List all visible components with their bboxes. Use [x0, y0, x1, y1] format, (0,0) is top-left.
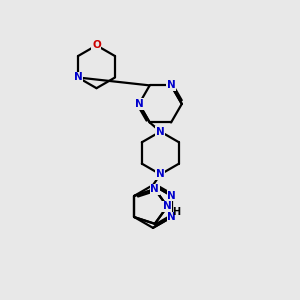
- Text: N: N: [167, 212, 176, 222]
- Text: O: O: [92, 40, 101, 50]
- Text: H: H: [172, 207, 180, 217]
- Text: N: N: [74, 73, 82, 82]
- Text: N: N: [156, 169, 165, 179]
- Text: N: N: [163, 202, 172, 212]
- Text: N: N: [135, 99, 143, 109]
- Text: N: N: [150, 184, 159, 194]
- Text: N: N: [156, 127, 165, 136]
- Text: N: N: [167, 191, 176, 201]
- Text: N: N: [167, 80, 176, 90]
